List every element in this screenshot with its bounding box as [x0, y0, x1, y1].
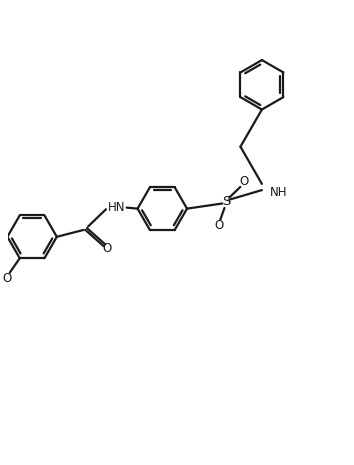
Text: O: O	[2, 272, 11, 285]
Text: O: O	[214, 219, 224, 232]
Text: NH: NH	[270, 186, 287, 199]
Text: O: O	[102, 242, 111, 255]
Text: O: O	[239, 175, 248, 188]
Text: S: S	[222, 195, 230, 208]
Text: HN: HN	[108, 201, 125, 214]
